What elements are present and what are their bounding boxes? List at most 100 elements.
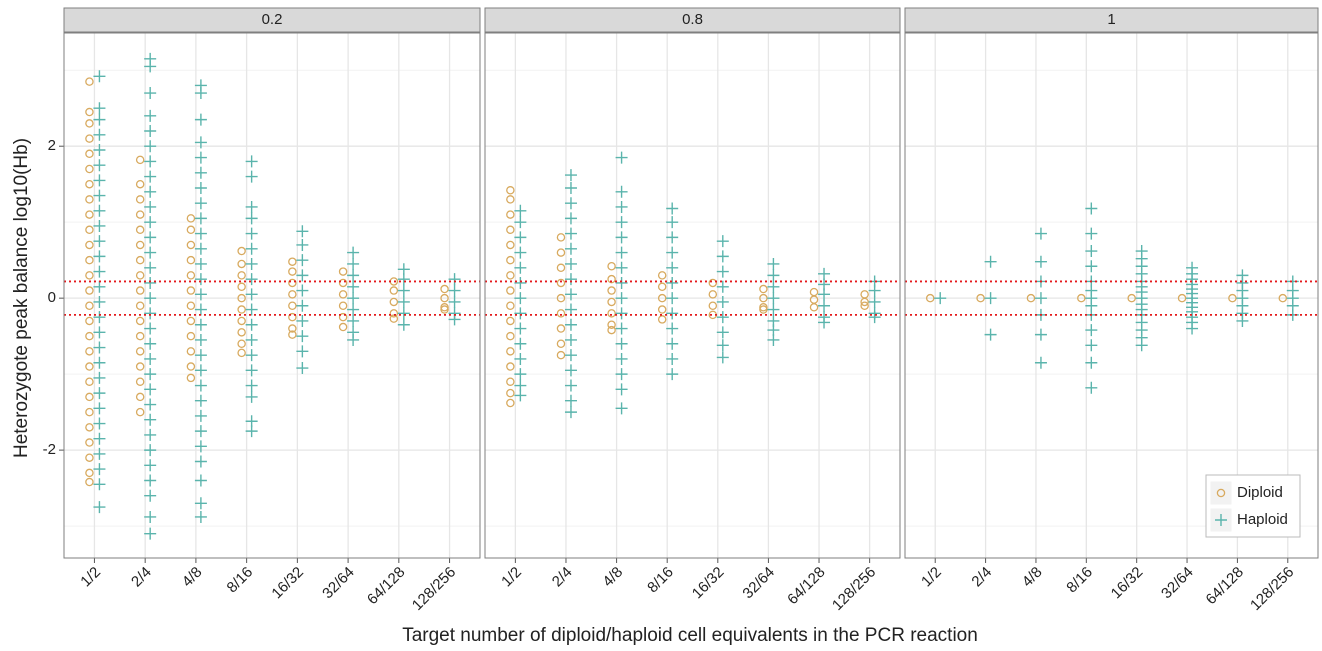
point (186, 271, 196, 280)
point (135, 407, 145, 417)
point (767, 269, 780, 282)
point (615, 185, 628, 198)
point (194, 379, 207, 392)
point (1085, 381, 1098, 394)
point (85, 164, 94, 174)
point (506, 240, 515, 250)
point (448, 273, 461, 286)
point (288, 330, 297, 339)
point (144, 155, 157, 168)
point (615, 200, 628, 213)
point (716, 295, 729, 308)
point (347, 257, 360, 270)
point (93, 447, 106, 460)
point (194, 394, 207, 407)
point (144, 398, 157, 411)
point (186, 286, 196, 295)
point (194, 136, 207, 149)
point (564, 257, 577, 270)
point (1127, 293, 1136, 303)
x-axis-label: Target number of diploid/haploid cell eq… (402, 625, 978, 646)
point (296, 284, 309, 297)
point (194, 474, 207, 487)
point (1135, 339, 1148, 352)
point (506, 286, 515, 295)
point (860, 301, 869, 311)
point (514, 231, 527, 244)
point (666, 202, 679, 215)
point (194, 510, 207, 523)
point (514, 204, 527, 217)
point (615, 276, 628, 289)
point (514, 322, 527, 335)
point (93, 326, 106, 339)
point (194, 364, 207, 377)
legend-label: Haploid (1237, 511, 1288, 528)
point (144, 413, 157, 426)
strip-background (63, 7, 481, 33)
point (135, 155, 145, 165)
point (564, 181, 577, 194)
point (144, 510, 157, 523)
point (186, 301, 196, 311)
point (1216, 488, 1226, 498)
point (397, 318, 410, 331)
point (93, 189, 106, 202)
y-tick-label: 2 (48, 137, 56, 154)
point (237, 271, 246, 280)
point (666, 216, 679, 229)
point (93, 402, 106, 415)
point (564, 242, 577, 255)
x-tick-label: 32/64 (739, 564, 778, 603)
point (85, 240, 94, 250)
point (666, 307, 679, 320)
point (615, 383, 628, 396)
point (144, 170, 157, 183)
x-tick-label: 128/256 (409, 564, 459, 614)
point (237, 246, 246, 256)
point (818, 299, 831, 312)
point (767, 280, 780, 293)
point (934, 292, 947, 305)
point (440, 293, 449, 303)
point (85, 149, 94, 159)
panel-border (484, 32, 901, 559)
point (338, 267, 348, 276)
point (666, 292, 679, 305)
point (564, 227, 577, 240)
point (85, 423, 94, 432)
point (818, 316, 831, 329)
point (194, 409, 207, 422)
point (389, 309, 399, 318)
point (194, 181, 207, 194)
point (615, 216, 628, 229)
point (186, 316, 196, 326)
point (93, 501, 106, 514)
point (237, 339, 246, 348)
point (767, 257, 780, 270)
point (556, 350, 566, 360)
point (657, 305, 667, 314)
point (93, 204, 106, 217)
point (93, 113, 106, 126)
point (237, 316, 246, 326)
point (93, 356, 106, 369)
point (237, 328, 246, 337)
point (607, 325, 616, 335)
point (666, 246, 679, 259)
point (506, 362, 515, 371)
point (194, 333, 207, 346)
point (708, 290, 718, 299)
x-tick-label: 4/8 (1019, 564, 1046, 591)
point (85, 477, 94, 487)
point (194, 257, 207, 270)
point (85, 271, 94, 280)
point (135, 210, 145, 219)
point (564, 364, 577, 377)
point (976, 293, 985, 303)
y-axis-label: Heterozygote peak balance log10(Hb) (11, 138, 32, 458)
point (615, 402, 628, 415)
x-tick-label: 1/2 (77, 564, 104, 591)
point (564, 197, 577, 210)
